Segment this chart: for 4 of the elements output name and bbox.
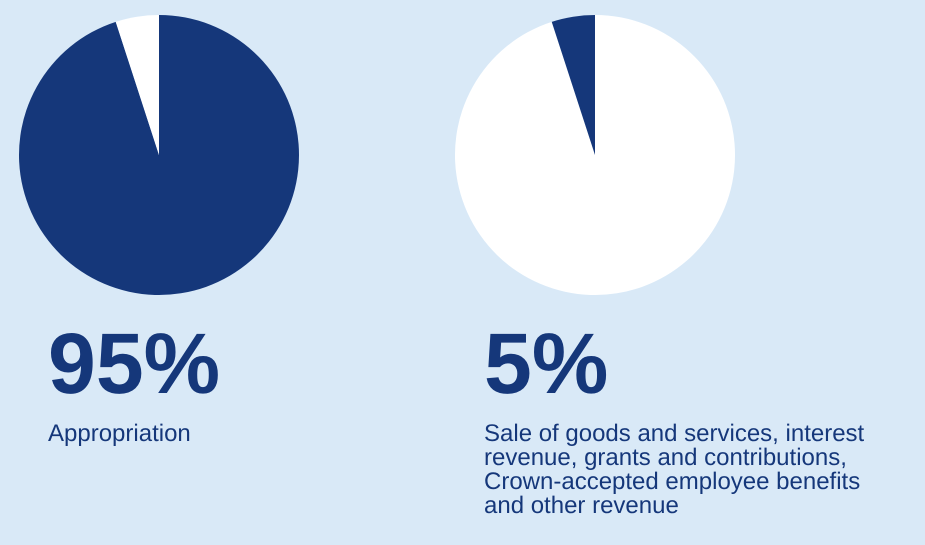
text: 5% xyxy=(484,316,610,412)
data-label: 95% xyxy=(48,316,222,412)
text: Sale of goods and services, interest revenue, grants and contributions, Crown-accepted employee benefits and other revenue xyxy=(484,420,866,519)
slice-label: Appropriation xyxy=(48,420,192,447)
